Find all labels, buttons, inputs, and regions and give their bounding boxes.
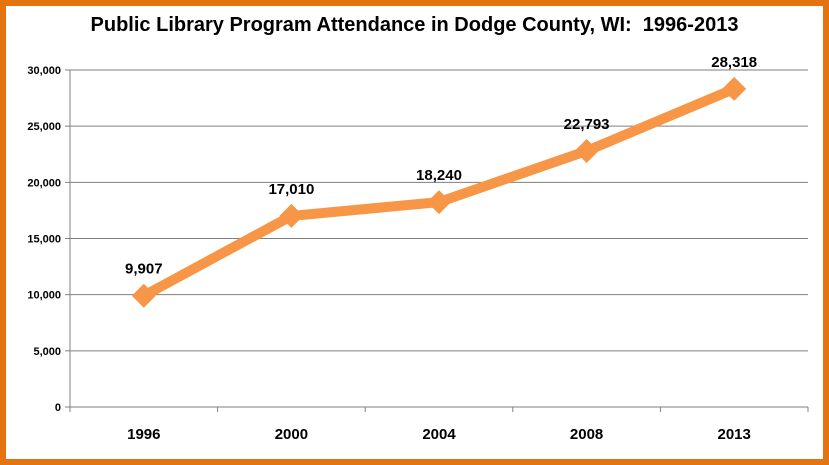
data-point-marker [427, 190, 451, 215]
data-label: 28,318 [711, 54, 757, 71]
data-label: 18,240 [416, 167, 462, 184]
data-labels: 9,907 17,010 18,240 22,793 28,318 [125, 54, 757, 278]
data-point-marker [574, 138, 599, 163]
x-tick-label: 2004 [422, 426, 456, 443]
y-tick-label: 10,000 [27, 290, 61, 302]
series-attendance [131, 76, 747, 308]
x-tick-label: 2000 [275, 426, 308, 443]
y-axis-tick-labels: 0 5,000 10,000 15,000 20,000 25,000 30,000 [27, 65, 61, 414]
data-label: 9,907 [125, 261, 163, 278]
gridlines [70, 69, 808, 352]
x-tick-label: 2008 [570, 426, 603, 443]
data-point-marker [279, 203, 304, 228]
y-tick-label: 20,000 [27, 177, 61, 189]
data-label: 17,010 [268, 181, 314, 198]
data-point-marker [131, 283, 156, 308]
y-tick-label: 30,000 [27, 65, 61, 77]
y-tick-label: 0 [55, 402, 61, 414]
y-tick-label: 5,000 [33, 346, 61, 358]
y-tick-label: 15,000 [27, 234, 61, 246]
x-tick-label: 1996 [127, 426, 160, 443]
x-tick-label: 2013 [718, 426, 751, 443]
chart-title: Public Library Program Attendance in Dod… [90, 14, 739, 36]
data-label: 22,793 [564, 116, 610, 133]
x-axis-tick-labels: 1996 2000 2004 2008 2013 [127, 426, 751, 443]
y-tick-label: 25,000 [27, 121, 61, 133]
data-point-marker [722, 76, 747, 101]
axes [65, 69, 809, 412]
